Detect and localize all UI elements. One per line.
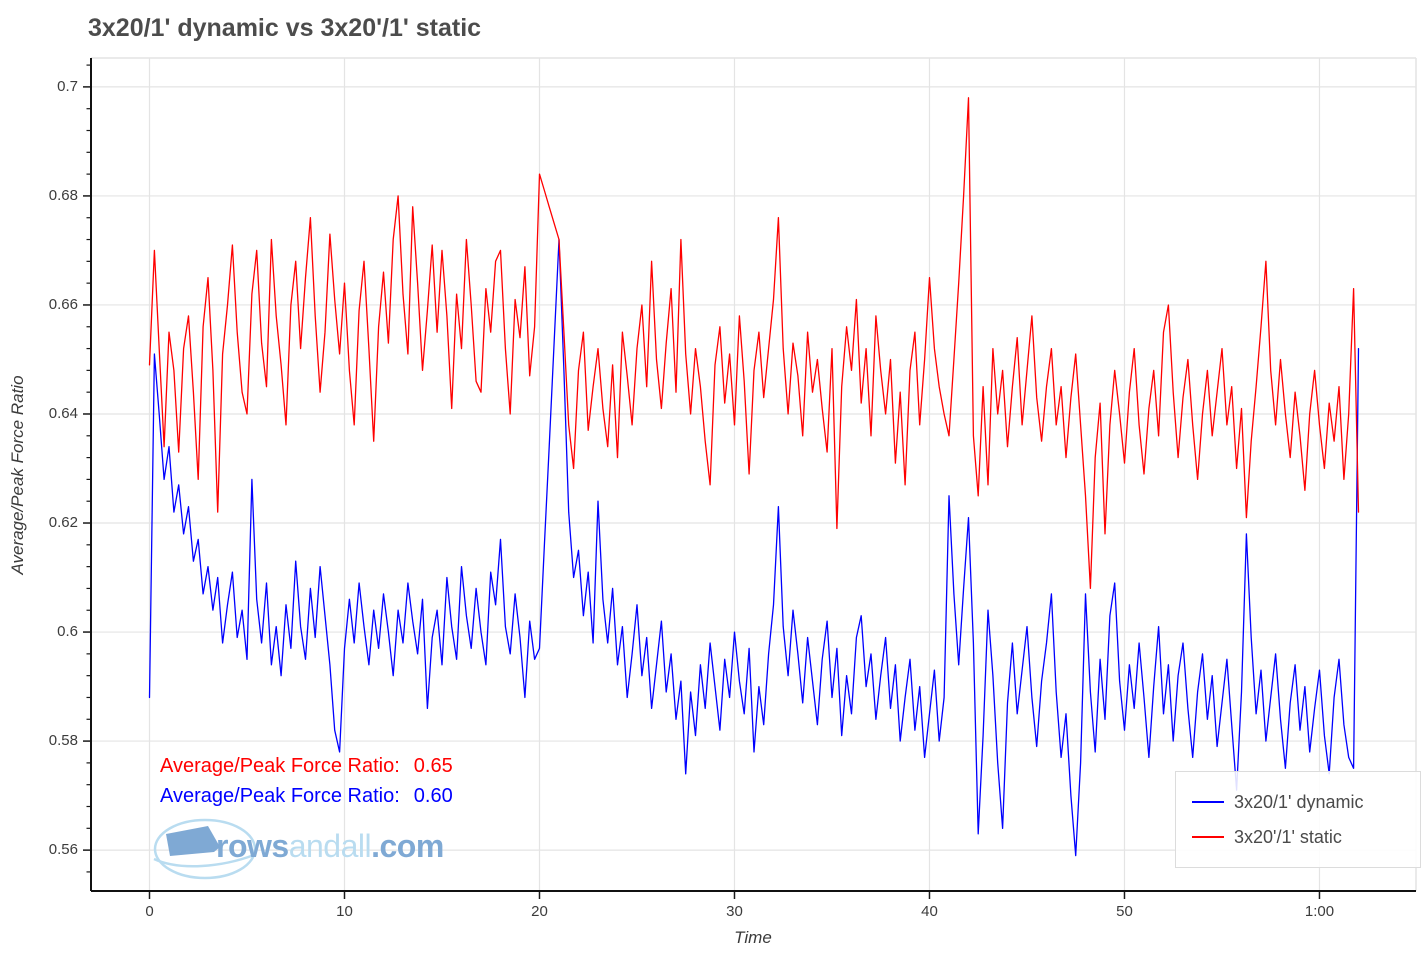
- y-tick-label-0.7: 0.7: [57, 77, 78, 95]
- x-tick-label-0: 0: [145, 903, 154, 920]
- x-tick-label-50: 50: [1116, 903, 1133, 920]
- x-tick-label-10: 10: [336, 903, 353, 920]
- x-axis-title: Time: [734, 928, 772, 947]
- dynamic-series-line: [148, 238, 1360, 857]
- static-series-line: [148, 97, 1360, 590]
- x-tick-label-20: 20: [531, 903, 548, 920]
- annotation-static-label: Average/Peak Force Ratio:: [160, 755, 400, 777]
- chart-title: 3x20/1' dynamic vs 3x20'/1' static: [88, 14, 482, 42]
- annotation-dynamic-ratio: Average/Peak Force Ratio: 0.60: [160, 785, 453, 808]
- logo-text-andall: andall: [288, 828, 372, 864]
- legend-line-swatch-static: [1192, 836, 1224, 838]
- x-tick-label-40: 40: [921, 903, 938, 920]
- y-axis-title: Average/Peak Force Ratio: [8, 375, 27, 575]
- x-tick-label-30: 30: [726, 903, 743, 920]
- annotation-dynamic-label: Average/Peak Force Ratio:: [160, 785, 400, 807]
- legend: 3x20/1' dynamic 3x20'/1' static: [1175, 771, 1421, 868]
- y-tick-label-0.66: 0.66: [48, 295, 78, 313]
- y-tick-label-0.6: 0.6: [57, 623, 78, 641]
- rowsandall-boat-icon: [153, 818, 257, 880]
- annotation-static-value: 0.65: [413, 755, 453, 777]
- x-tick-label-1:00: 1:00: [1304, 903, 1335, 920]
- y-tick-label-0.64: 0.64: [48, 404, 78, 422]
- rowsandall-logo-text: rowsandall.com: [216, 828, 444, 865]
- y-tick-label-0.68: 0.68: [48, 186, 78, 204]
- y-tick-label-0.58: 0.58: [48, 732, 78, 750]
- logo-text-rows: rows: [216, 828, 289, 864]
- legend-item-static: 3x20'/1' static: [1192, 827, 1420, 848]
- y-tick-label-0.62: 0.62: [48, 514, 78, 532]
- legend-label-dynamic: 3x20/1' dynamic: [1234, 791, 1364, 812]
- rowsandall-logo: rowsandall.com: [150, 814, 480, 884]
- legend-item-dynamic: 3x20/1' dynamic: [1192, 792, 1420, 813]
- annotation-static-ratio: Average/Peak Force Ratio: 0.65: [160, 755, 453, 778]
- logo-text-com: .com: [371, 828, 444, 864]
- y-tick-label-0.56: 0.56: [48, 841, 78, 859]
- legend-line-swatch-dynamic: [1192, 801, 1224, 803]
- annotation-dynamic-value: 0.60: [413, 785, 453, 807]
- legend-label-static: 3x20'/1' static: [1234, 826, 1342, 847]
